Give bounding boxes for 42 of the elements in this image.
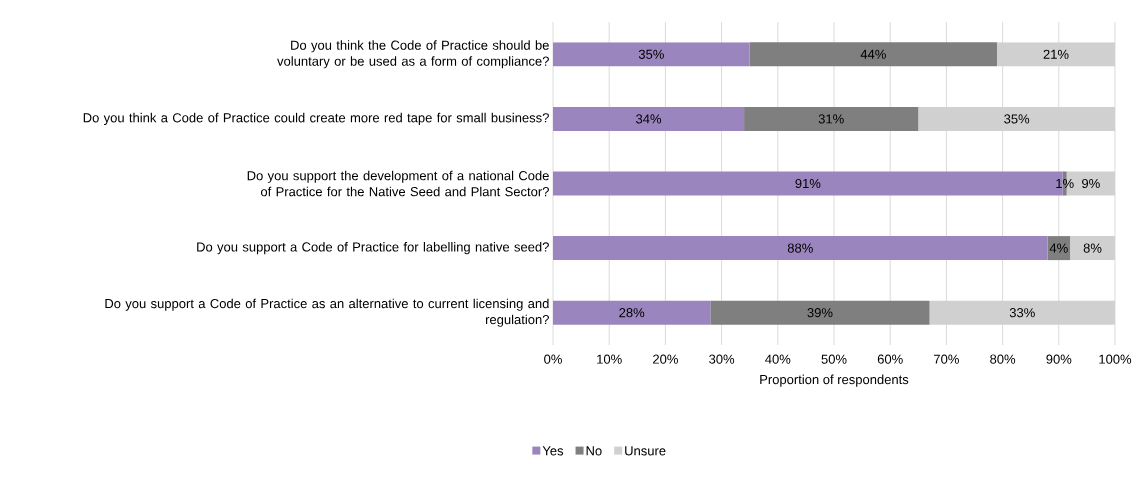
data-label: 31% xyxy=(818,114,844,124)
data-label: 44% xyxy=(860,49,886,59)
y-tick-label: Do you support a Code of Practice as an alternative to current licensing and regulation? xyxy=(105,298,549,327)
x-tick-label: 30% xyxy=(709,354,735,364)
legend-label: Yes xyxy=(542,446,564,456)
x-tick-label: 50% xyxy=(821,354,847,364)
x-tick-label: 40% xyxy=(765,354,791,364)
data-label: 35% xyxy=(638,49,664,59)
data-label: 9% xyxy=(1082,178,1100,189)
y-tick-label: Do you support a Code of Practice for labelling native seed? xyxy=(197,242,549,255)
legend-label: Unsure xyxy=(625,446,666,456)
x-tick-label: 0% xyxy=(544,354,562,364)
x-tick-label: 10% xyxy=(597,354,622,364)
data-label: 1% xyxy=(1056,178,1074,189)
data-label: 8% xyxy=(1083,243,1102,253)
data-label: 28% xyxy=(619,308,645,318)
data-label: 33% xyxy=(1009,308,1035,318)
bar xyxy=(553,42,750,67)
data-label: 21% xyxy=(1043,49,1069,59)
bar xyxy=(744,106,919,131)
data-label: 4% xyxy=(1049,243,1068,253)
y-tick-label: Do you support the development of a national Code of Practice for the Native Seed and Plant Sector? xyxy=(247,170,549,197)
y-tick-label: Do you think the Code of Practice should be voluntary or be used as a form of compliance? xyxy=(277,40,549,69)
data-label: 91% xyxy=(795,178,821,189)
x-tick-label: 100% xyxy=(1099,354,1132,364)
bar xyxy=(553,300,711,325)
bar xyxy=(553,106,745,131)
legend-label: No xyxy=(586,446,602,456)
bar xyxy=(553,236,1048,261)
x-tick-label: 80% xyxy=(990,354,1016,364)
x-tick-label: 20% xyxy=(653,354,678,364)
bar xyxy=(710,300,930,325)
bar xyxy=(749,42,997,67)
data-label: 34% xyxy=(636,114,662,124)
y-tick-label: Do you think a Code of Practice could create more red tape for small business? xyxy=(83,112,549,125)
x-tick-label: 90% xyxy=(1046,354,1072,364)
x-tick-label: 60% xyxy=(877,354,903,364)
x-tick-label: 70% xyxy=(934,354,959,364)
x-axis-title: Proportion of respondents xyxy=(760,374,909,387)
data-label: 88% xyxy=(787,243,813,253)
data-label: 35% xyxy=(1004,114,1030,124)
data-label: 39% xyxy=(807,308,833,318)
